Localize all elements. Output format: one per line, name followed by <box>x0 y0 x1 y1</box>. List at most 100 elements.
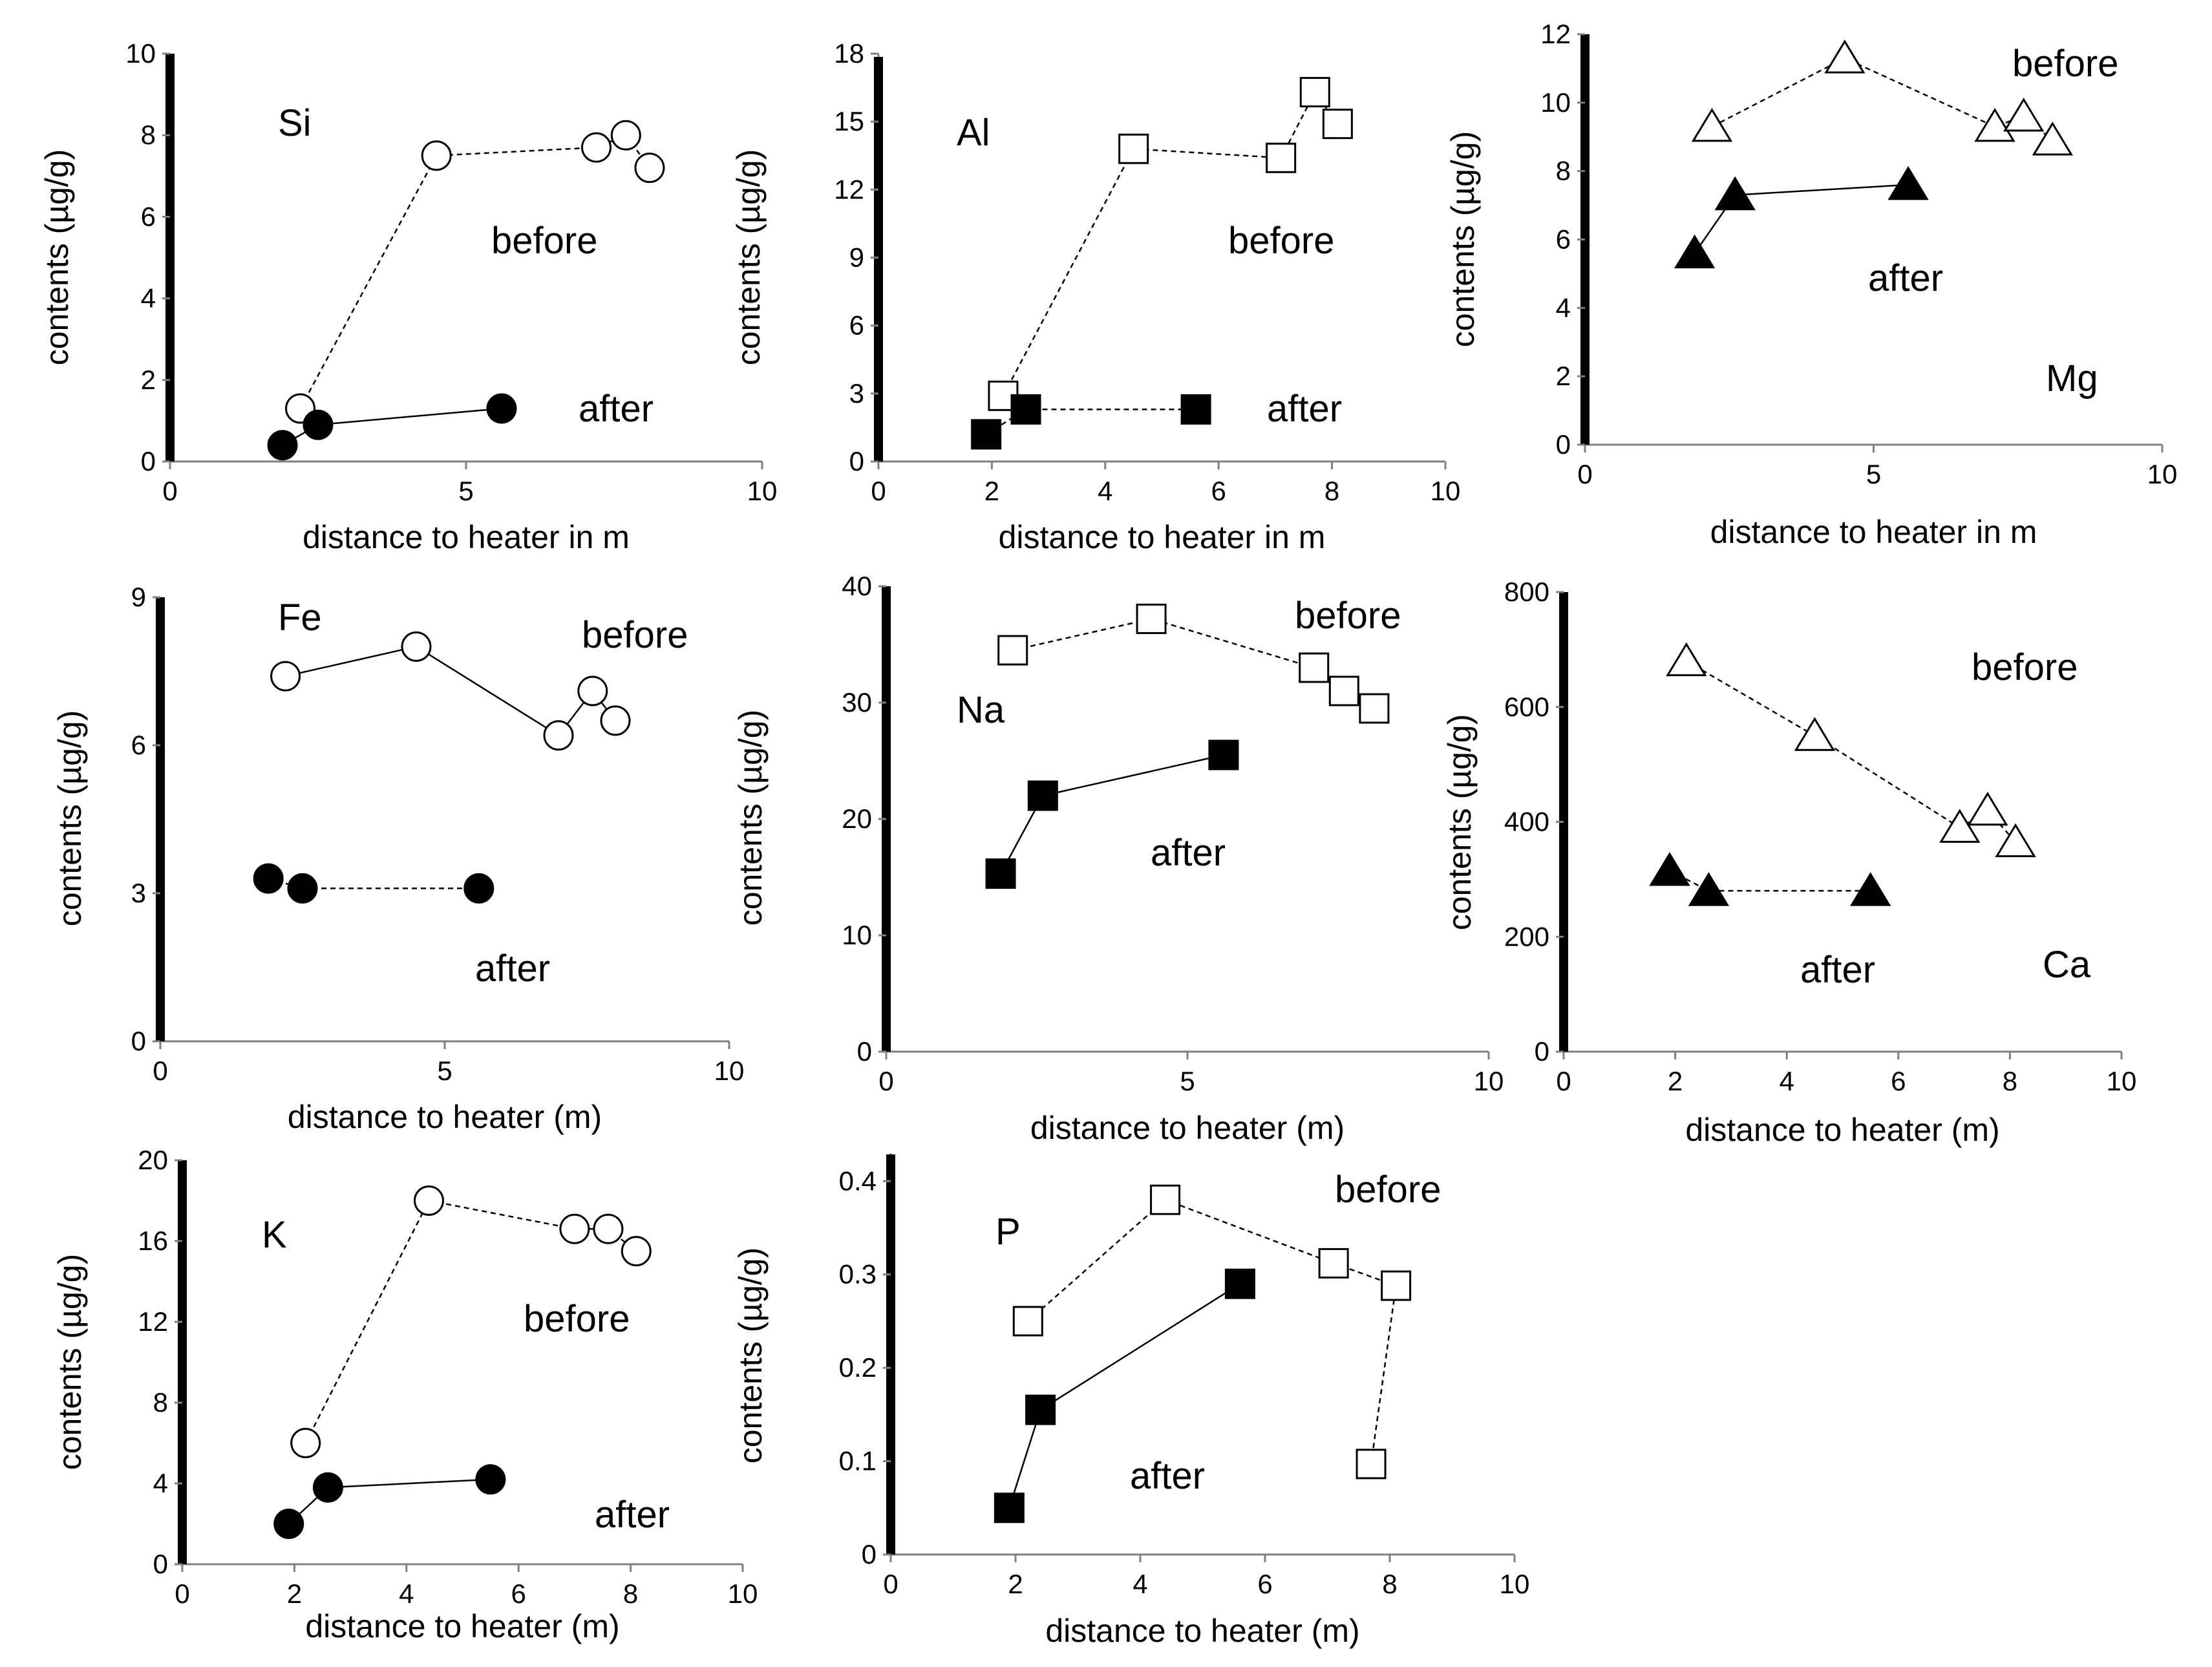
x-tick-label: 10 <box>747 476 778 506</box>
element-label: Na <box>957 689 1005 731</box>
data-point-before <box>1299 77 1330 108</box>
x-tick-label: 8 <box>2003 1066 2017 1096</box>
before-label: before <box>1972 646 2078 688</box>
x-axis-title: distance to heater (m) <box>288 1099 602 1135</box>
x-tick-label: 10 <box>2147 459 2178 489</box>
x-axis-title: distance to heater in m <box>999 519 1326 555</box>
y-tick-label: 9 <box>131 582 146 612</box>
before-label: before <box>524 1298 630 1340</box>
x-axis-title: distance to heater (m) <box>1030 1110 1345 1146</box>
after-label: after <box>1267 388 1342 430</box>
y-tick-label: 4 <box>1556 292 1571 323</box>
x-tick-label: 10 <box>1500 1569 1530 1599</box>
x-tick-label: 6 <box>511 1578 526 1609</box>
x-tick-label: 2 <box>984 476 999 506</box>
y-tick-label: 12 <box>834 174 864 204</box>
x-axis-title: distance to heater (m) <box>305 1608 619 1644</box>
data-point-before <box>593 1213 624 1244</box>
x-tick-label: 0 <box>871 476 886 506</box>
x-tick-label: 2 <box>287 1578 302 1609</box>
data-point-after <box>985 858 1016 889</box>
data-point-before <box>1318 1248 1349 1279</box>
data-point-before <box>1967 791 2008 826</box>
x-tick-label: 6 <box>1257 1569 1272 1599</box>
x-tick-label: 2 <box>1008 1569 1023 1599</box>
x-tick-label: 8 <box>1324 476 1339 506</box>
data-point-before <box>1794 717 1836 751</box>
x-tick-label: 5 <box>458 476 473 506</box>
y-tick-label: 9 <box>849 242 864 273</box>
x-tick-label: 0 <box>153 1056 167 1086</box>
data-point-before <box>2003 98 2045 132</box>
y-axis-title: contents (µg/g) <box>732 710 769 926</box>
y-tick-label: 6 <box>141 201 156 231</box>
chart-na: 0 5 10 0 10 20 30 40 distance to heater (m) conte… <box>732 571 1504 1146</box>
x-axis-title: distance to heater (m) <box>1685 1112 1999 1148</box>
x-axis-title: distance to heater in m <box>1710 514 2037 550</box>
y-axis-title: contents (µg/g) <box>1445 131 1481 348</box>
y-tick-label: 10 <box>1540 87 1571 118</box>
data-point-after <box>1849 872 1891 906</box>
data-point-before <box>270 661 301 692</box>
data-point-after <box>1888 165 1929 200</box>
y-tick-label: 16 <box>138 1226 168 1256</box>
y-tick-label: 400 <box>1504 807 1549 837</box>
data-point-before <box>1356 1449 1387 1480</box>
series-before <box>1666 642 2036 858</box>
y-tick-label: 0 <box>857 1036 872 1067</box>
before-label: before <box>1335 1169 1441 1211</box>
y-tick-label: 8 <box>141 120 156 150</box>
x-tick-label: 6 <box>1211 476 1226 506</box>
y-tick-label: 0 <box>141 446 156 476</box>
x-axis-title: distance to heater (m) <box>1045 1613 1359 1649</box>
data-point-after <box>273 1509 304 1539</box>
data-point-after <box>994 1492 1025 1524</box>
chart-k: 0 2 4 6 8 10 0 4 8 12 16 20 distance to heater (m) co… <box>52 1145 758 1644</box>
data-point-after <box>1180 394 1211 425</box>
before-label: before <box>582 614 688 656</box>
before-label: before <box>2012 43 2118 85</box>
y-tick-label: 8 <box>153 1387 168 1417</box>
data-point-before <box>1995 823 2036 858</box>
heater-wall-bar <box>886 1154 895 1555</box>
series-after <box>273 1464 506 1539</box>
after-label: after <box>1151 832 1226 874</box>
data-point-after <box>303 409 334 440</box>
y-axis-title: contents (µg/g) <box>52 710 88 927</box>
data-point-before <box>1666 642 1707 677</box>
y-tick-label: 20 <box>138 1145 168 1175</box>
data-point-before <box>1299 652 1330 683</box>
element-label: K <box>262 1214 287 1256</box>
data-point-before <box>1136 603 1167 634</box>
x-tick-label: 10 <box>1430 476 1461 506</box>
data-point-before <box>1322 109 1353 140</box>
data-point-after <box>287 873 318 904</box>
series-after <box>994 1268 1255 1524</box>
x-tick-label: 5 <box>437 1056 452 1086</box>
y-tick-label: 600 <box>1504 692 1549 722</box>
data-point-before <box>290 1428 321 1458</box>
x-tick-label: 0 <box>883 1569 898 1599</box>
data-point-before <box>413 1185 444 1216</box>
data-point-before <box>1939 809 1981 843</box>
y-tick-label: 8 <box>1556 156 1571 186</box>
x-axis-title: distance to heater in m <box>303 519 630 555</box>
data-point-before <box>581 132 612 163</box>
data-point-before <box>1266 142 1297 173</box>
element-label: Fe <box>278 597 322 639</box>
y-tick-label: 12 <box>138 1306 168 1337</box>
chart-fe: 0 5 10 0 3 6 9 distance to heater (m) contents (… <box>52 582 744 1135</box>
heater-wall-bar <box>165 54 175 462</box>
data-point-before <box>1012 1306 1043 1337</box>
before-label: before <box>1295 595 1401 637</box>
series-before <box>290 1185 652 1458</box>
series-before <box>270 631 631 751</box>
y-axis-title: contents (µg/g) <box>732 1248 769 1464</box>
y-axis-title: contents (µg/g) <box>52 1254 88 1471</box>
data-point-after <box>1674 234 1716 269</box>
data-point-before <box>1974 107 2015 142</box>
x-tick-label: 5 <box>1180 1066 1195 1096</box>
data-point-before <box>997 635 1028 666</box>
after-label: after <box>475 948 550 990</box>
